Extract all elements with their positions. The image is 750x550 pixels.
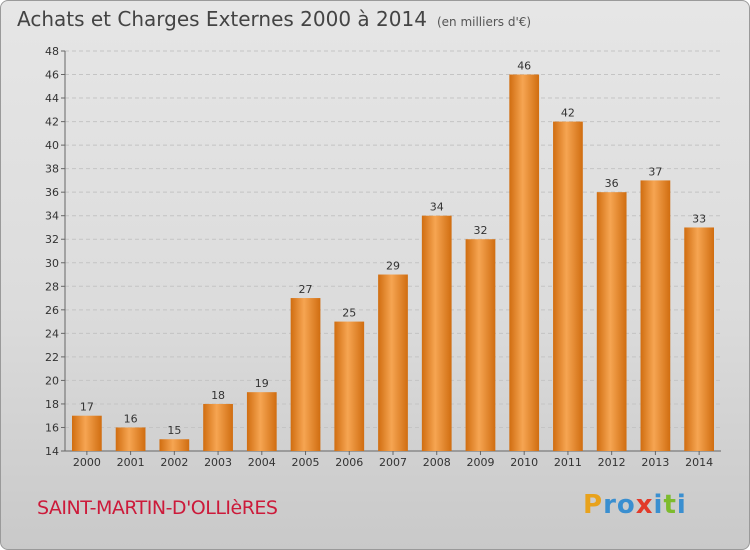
data-label: 46 — [517, 60, 531, 73]
x-tick-label: 2003 — [204, 456, 232, 469]
brand-letter: i — [653, 490, 664, 520]
data-label: 29 — [386, 260, 400, 273]
y-tick-label: 48 — [45, 45, 59, 58]
data-label: 34 — [430, 201, 444, 214]
bar-2001 — [115, 427, 146, 451]
y-tick-label: 22 — [45, 351, 59, 364]
brand-letter: t — [663, 490, 677, 520]
x-tick-label: 2006 — [335, 456, 363, 469]
bar-2009 — [465, 239, 496, 451]
data-label: 15 — [167, 424, 181, 437]
y-tick-label: 20 — [45, 374, 59, 387]
bar-2010 — [509, 74, 540, 451]
brand-letter: P — [583, 490, 604, 520]
y-tick-label: 44 — [45, 92, 59, 105]
y-tick-label: 32 — [45, 233, 59, 246]
x-tick-label: 2004 — [248, 456, 276, 469]
bar-2011 — [553, 121, 583, 452]
y-tick-label: 30 — [45, 257, 59, 270]
x-tick-label: 2011 — [554, 456, 582, 469]
data-label: 33 — [692, 212, 706, 225]
bar-2002 — [159, 439, 190, 451]
data-label: 37 — [648, 165, 662, 178]
bar-2005 — [290, 298, 321, 451]
x-tick-label: 2014 — [685, 456, 713, 469]
bars — [71, 74, 715, 452]
x-tick-label: 2013 — [641, 456, 669, 469]
chart-unit: (en milliers d'€) — [436, 15, 532, 29]
bar-2004 — [246, 392, 277, 451]
commune-name: SAINT-MARTIN-D'OLLIèRES — [37, 497, 278, 519]
x-tick-label: 2000 — [73, 456, 101, 469]
x-tick-label: 2009 — [466, 456, 494, 469]
data-label: 25 — [342, 307, 356, 320]
chart-title-text: Achats et Charges Externes 2000 à 2014 — [17, 7, 427, 31]
data-label: 18 — [211, 389, 225, 402]
brand-logo: Proxiti — [583, 490, 687, 520]
y-tick-label: 42 — [45, 116, 59, 129]
bar-2003 — [203, 403, 233, 451]
y-tick-label: 26 — [45, 304, 59, 317]
y-tick-label: 46 — [45, 69, 59, 82]
y-tick-label: 36 — [45, 186, 59, 199]
data-label: 27 — [299, 283, 313, 296]
chart-title: Achats et Charges Externes 2000 à 2014 (e… — [17, 7, 531, 31]
bar-2014 — [684, 227, 715, 451]
bar-2000 — [71, 415, 102, 451]
data-label: 17 — [80, 401, 94, 414]
data-label: 19 — [255, 377, 269, 390]
x-tick-label: 2002 — [160, 456, 188, 469]
y-tick-label: 28 — [45, 280, 59, 293]
x-tick-label: 2008 — [423, 456, 451, 469]
x-tick-label: 2001 — [117, 456, 145, 469]
y-tick-label: 16 — [45, 421, 59, 434]
brand-letter: r — [603, 490, 617, 520]
y-tick-label: 38 — [45, 163, 59, 176]
bar-2006 — [334, 321, 365, 451]
y-tick-label: 40 — [45, 139, 59, 152]
brand-letter: o — [616, 490, 636, 520]
data-label: 36 — [605, 177, 619, 190]
bar-2008 — [421, 215, 452, 451]
bar-2012 — [596, 192, 627, 452]
brand-letter: x — [635, 490, 654, 520]
x-tick-label: 2012 — [598, 456, 626, 469]
data-label: 16 — [124, 412, 138, 425]
x-tick-label: 2010 — [510, 456, 538, 469]
data-label: 32 — [473, 224, 487, 237]
y-tick-label: 14 — [45, 445, 59, 458]
data-labels: 17 16 15 18 19 27 25 29 34 32 46 42 36 37 33 — [80, 60, 706, 438]
x-tick-label: 2007 — [379, 456, 407, 469]
y-tick-label: 24 — [45, 327, 59, 340]
brand-letter: i — [676, 490, 687, 520]
y-tick-label: 34 — [45, 210, 59, 223]
x-tick-label: 2005 — [292, 456, 320, 469]
y-tick-label: 18 — [45, 398, 59, 411]
data-label: 42 — [561, 107, 575, 120]
bar-2013 — [640, 180, 671, 452]
bar-2007 — [378, 274, 408, 451]
